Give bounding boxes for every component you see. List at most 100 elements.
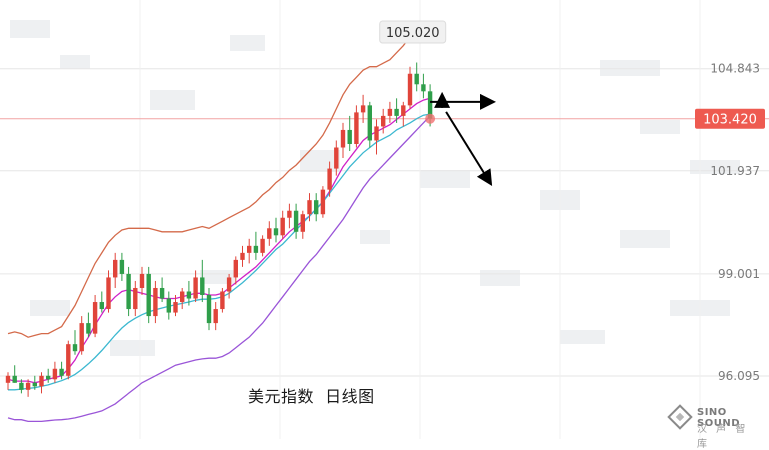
candle-body: [300, 214, 305, 232]
watermark-block: [620, 230, 670, 248]
candle-body: [320, 189, 326, 215]
candle: [213, 302, 218, 331]
watermark-block: [480, 270, 520, 286]
candle-body: [280, 217, 285, 236]
candle: [327, 161, 332, 197]
candle: [307, 193, 312, 222]
candle-body: [153, 287, 158, 317]
candle-body: [200, 277, 205, 296]
candle-body: [113, 259, 118, 278]
watermark-block: [60, 55, 90, 69]
candle: [99, 291, 104, 313]
candle-body: [427, 91, 433, 119]
candle: [220, 287, 225, 313]
watermark-block: [10, 20, 50, 38]
candle-body: [180, 291, 185, 303]
y-tick-label: 101.937: [710, 164, 760, 178]
candle-body: [72, 344, 78, 352]
candle-body: [99, 302, 104, 310]
candle: [92, 295, 98, 338]
candle: [72, 330, 78, 355]
candle-body: [59, 368, 64, 376]
watermark-bg: [10, 20, 740, 356]
candle: [79, 316, 84, 355]
axis-labels: 104.843 101.937 99.001 96.095 103.420 105.020: [379, 20, 765, 383]
candle: [133, 280, 138, 317]
candle-body: [247, 245, 252, 253]
candle-body: [374, 126, 379, 141]
candle-body: [193, 277, 198, 299]
candle-body: [19, 382, 24, 390]
watermark-block: [560, 330, 605, 344]
last-price-dot: [425, 113, 436, 124]
candle: [381, 108, 386, 134]
candle-body: [233, 259, 238, 278]
candle: [153, 280, 158, 324]
peak-badge: [379, 20, 447, 44]
candle-body: [206, 295, 212, 324]
candle: [12, 365, 17, 383]
candle-body: [367, 105, 372, 141]
candle: [166, 291, 171, 320]
candles: [5, 62, 436, 397]
candle: [5, 372, 11, 390]
indicator-line: [7, 97, 431, 384]
candle-body: [387, 108, 393, 116]
candle-body: [66, 344, 71, 376]
candle-body: [92, 302, 98, 334]
candle: [387, 101, 393, 123]
candle-body: [86, 323, 91, 334]
candle: [300, 210, 305, 239]
candle-body: [307, 200, 312, 215]
candle: [32, 375, 37, 390]
candle: [314, 193, 319, 222]
candle: [240, 245, 245, 267]
candle: [186, 280, 192, 306]
candle: [180, 287, 185, 310]
brand-name: SINO SOUND: [697, 407, 740, 429]
indicator-lines: [7, 29, 431, 423]
candle: [273, 217, 279, 243]
candle: [106, 270, 111, 313]
candle-body: [186, 291, 192, 299]
brand-logo-icon: [667, 404, 693, 430]
candle-body: [421, 84, 426, 92]
y-tick-label: 104.843: [710, 62, 760, 76]
candle: [206, 287, 212, 331]
watermark-block: [150, 90, 195, 110]
candle: [46, 368, 51, 383]
candle-body: [133, 287, 138, 310]
candle-body: [32, 382, 37, 387]
candle: [334, 140, 339, 176]
candle: [293, 203, 299, 239]
candle-body: [159, 287, 165, 299]
candle: [39, 372, 44, 394]
candle: [19, 379, 24, 394]
watermark-block: [230, 35, 265, 51]
candle-body: [260, 238, 265, 253]
watermark-block: [600, 60, 660, 76]
current-price-badge: [695, 108, 765, 129]
candle-body: [146, 273, 151, 317]
chart-caption: 美元指数 日线图: [248, 387, 375, 406]
candle: [233, 256, 238, 285]
candle: [226, 273, 232, 299]
candle: [414, 62, 419, 92]
candle: [113, 252, 118, 288]
candle: [347, 115, 352, 152]
candle: [280, 210, 285, 239]
candle-body: [173, 302, 178, 313]
candle: [126, 266, 131, 317]
candle: [354, 105, 359, 148]
watermark-block: [360, 230, 390, 244]
candle-body: [220, 291, 225, 310]
candle-body: [334, 147, 339, 169]
candle-body: [46, 375, 51, 380]
candle: [25, 379, 31, 397]
candle: [374, 119, 379, 155]
candle-body: [273, 228, 279, 236]
candle-body: [401, 105, 406, 116]
candlestick-chart: 104.843 101.937 99.001 96.095 103.420 105.020: [0, 0, 769, 439]
candle: [360, 94, 366, 123]
candle-body: [360, 105, 366, 113]
